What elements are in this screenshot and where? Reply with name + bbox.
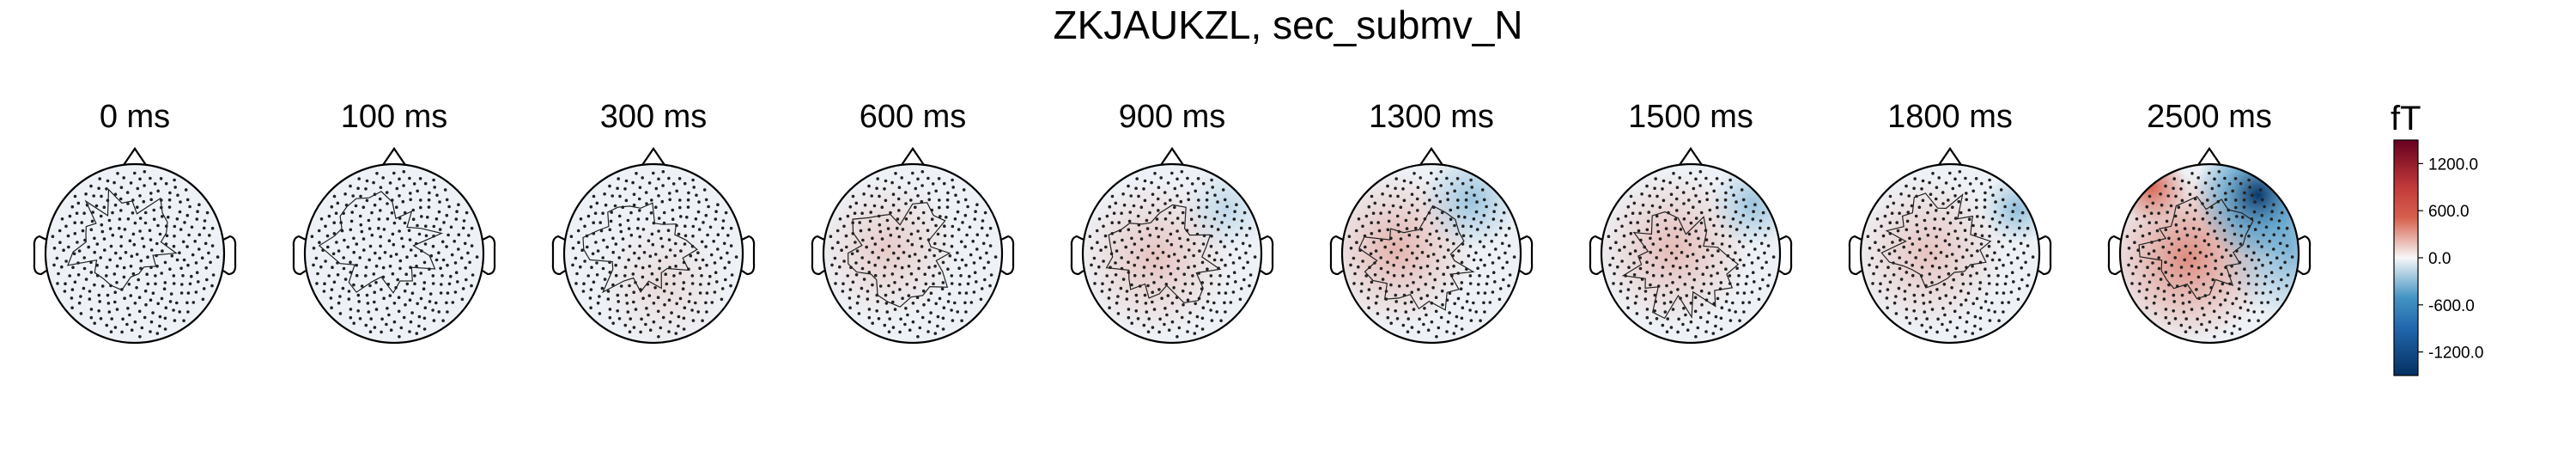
topomap-time-label: 1500 ms (1628, 99, 1753, 135)
nose-outline (123, 147, 147, 166)
contour-line (66, 188, 178, 291)
head-outline (2118, 162, 2300, 345)
nose-outline (2197, 147, 2221, 166)
left-ear-outline (33, 235, 47, 276)
colorbar-tick-label: -1200.0 (2428, 345, 2483, 363)
nose-outline (382, 147, 406, 166)
negative-field-region (1981, 173, 2039, 245)
left-ear-outline (1329, 235, 1344, 276)
contour-line (1358, 205, 1475, 311)
topomap: 1500 ms (1589, 99, 1793, 345)
right-ear-outline (222, 235, 237, 276)
sensor-markers (1607, 170, 1776, 339)
topomap-time-label: 100 ms (341, 99, 448, 135)
topomap-time-label: 300 ms (600, 99, 708, 135)
negative-field-region (1182, 166, 1261, 252)
colorbar: fT 1200.0 600.0 0.0 -600.0 -1200.0 (2391, 100, 2483, 376)
left-ear-outline (1070, 235, 1084, 276)
topomap: 900 ms (1070, 99, 1274, 345)
nose-outline (901, 147, 925, 166)
topomap-time-label: 1800 ms (1887, 99, 2013, 135)
positive-field-region (598, 220, 727, 343)
colorbar-tick-label: 600.0 (2428, 203, 2470, 221)
nose-outline (1419, 147, 1443, 166)
topomap: 1300 ms (1329, 99, 1534, 345)
topomap: 1800 ms (1848, 99, 2052, 345)
topomap: 300 ms (551, 99, 756, 345)
left-ear-outline (551, 235, 566, 276)
head-outline (44, 162, 226, 345)
left-ear-outline (1589, 235, 1603, 276)
colorbar-unit-label: fT (2391, 100, 2421, 137)
positive-field-region (1861, 174, 2007, 333)
sensor-markers (310, 170, 479, 339)
right-ear-outline (741, 235, 756, 276)
right-ear-outline (1778, 235, 1793, 276)
topomap: 2500 ms (2107, 99, 2312, 345)
head-outline (1081, 162, 1263, 345)
sensor-markers (1347, 170, 1516, 339)
topomap-time-label: 2500 ms (2147, 99, 2272, 135)
topomap-time-label: 900 ms (1119, 99, 1226, 135)
topomap-time-label: 0 ms (100, 99, 170, 135)
topomap: 100 ms (292, 99, 496, 345)
head-outline (562, 162, 744, 345)
colorbar-gradient (2393, 139, 2419, 376)
right-ear-outline (1000, 235, 1015, 276)
contour-line (1880, 192, 1992, 289)
sensor-markers (569, 170, 738, 339)
contour-line (1621, 211, 1740, 320)
head-outline (1859, 162, 2041, 345)
contour-line (582, 202, 698, 294)
topomap-row: 0 ms 100 ms 300 ms 600 ms 900 ms 1300 ms 1500 … (33, 99, 2312, 345)
sensor-markers (51, 170, 220, 339)
nose-outline (641, 147, 665, 166)
right-ear-outline (2297, 235, 2312, 276)
right-ear-outline (1519, 235, 1534, 276)
left-ear-outline (811, 235, 825, 276)
figure-title: ZKJAUKZL, sec_submv_N (1053, 3, 1523, 47)
head-outline (1340, 162, 1522, 345)
topomap-time-label: 600 ms (860, 99, 967, 135)
sensor-markers (1866, 170, 2035, 339)
topomap: 0 ms (33, 99, 237, 345)
topomap-time-label: 1300 ms (1369, 99, 1494, 135)
colorbar-tick-label: 0.0 (2428, 250, 2451, 268)
left-ear-outline (2107, 235, 2122, 276)
topomap: 600 ms (811, 99, 1015, 345)
head-outline (303, 162, 485, 345)
right-ear-outline (1260, 235, 1274, 276)
sensor-markers (2125, 170, 2294, 339)
positive-field-region (823, 177, 957, 321)
colorbar-tick-label: 1200.0 (2428, 156, 2478, 174)
right-ear-outline (2038, 235, 2052, 276)
nose-outline (1160, 147, 1184, 166)
colorbar-tick-label: -600.0 (2428, 297, 2475, 315)
negative-field-region (2218, 177, 2299, 321)
sensor-markers (829, 170, 998, 339)
contour-line (2138, 195, 2254, 300)
left-ear-outline (292, 235, 307, 276)
nose-outline (1679, 147, 1703, 166)
contour-line (848, 202, 951, 308)
right-ear-outline (482, 235, 496, 276)
head-outline (1600, 162, 1782, 345)
contour-line (318, 191, 444, 294)
nose-outline (1938, 147, 1962, 166)
left-ear-outline (1848, 235, 1862, 276)
sensor-markers (1088, 170, 1257, 339)
contour-line (1105, 204, 1222, 304)
head-outline (822, 162, 1004, 345)
